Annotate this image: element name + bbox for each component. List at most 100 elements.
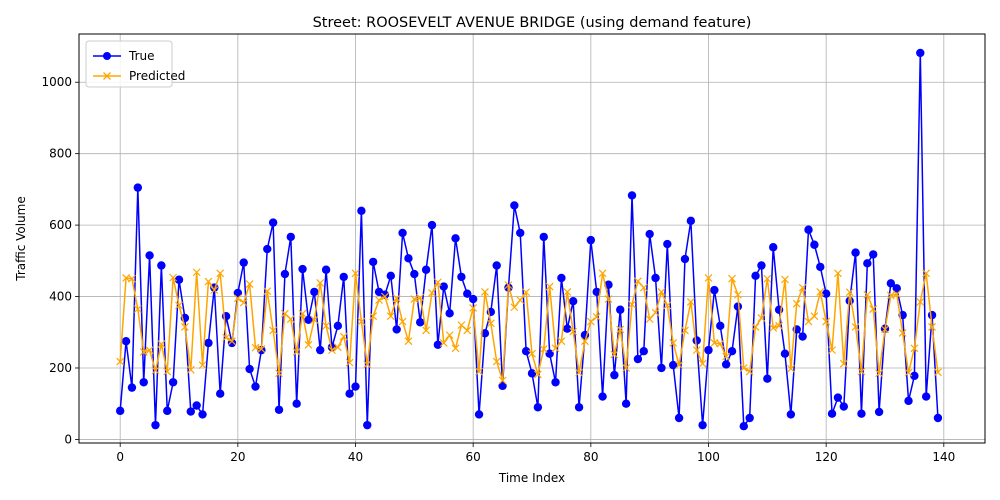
data-point-predicted <box>398 317 407 326</box>
data-point-true <box>345 389 354 398</box>
data-point-predicted <box>445 331 454 340</box>
legend-predicted-marker <box>103 72 111 80</box>
data-point-predicted <box>216 269 225 278</box>
data-point-true <box>557 273 566 283</box>
data-point-predicted <box>557 337 566 346</box>
data-point-true <box>780 349 790 358</box>
data-point-true <box>545 349 554 358</box>
data-point-predicted <box>686 297 695 306</box>
legend: True Predicted <box>85 40 185 88</box>
data-point-predicted <box>910 344 919 353</box>
x-tick-label: 120 <box>815 450 838 464</box>
data-point-true <box>851 248 860 257</box>
data-point-predicted <box>433 278 442 287</box>
data-point-predicted <box>322 321 331 330</box>
plot-frame <box>78 33 986 444</box>
data-point-true <box>227 338 237 348</box>
data-point-true <box>657 363 666 373</box>
data-point-predicted <box>704 274 713 282</box>
data-point-predicted <box>163 367 172 376</box>
data-point-predicted <box>822 317 831 326</box>
data-point-predicted <box>622 364 631 372</box>
data-point-predicted <box>892 290 901 298</box>
data-point-predicted <box>810 312 819 321</box>
x-axis-title: Time Index <box>498 471 565 485</box>
data-point-true <box>574 403 584 412</box>
data-point-predicted <box>492 357 501 366</box>
data-point-true <box>521 346 531 356</box>
data-point-predicted <box>292 347 301 356</box>
data-point-true <box>416 318 425 327</box>
data-point-true <box>904 396 913 406</box>
data-point-predicted <box>657 287 666 296</box>
data-point-predicted <box>451 344 460 353</box>
data-point-predicted <box>522 288 531 297</box>
data-point-predicted <box>698 359 707 368</box>
data-point-true <box>686 216 696 226</box>
data-point-predicted <box>833 269 842 278</box>
data-point-predicted <box>751 322 760 331</box>
data-point-true <box>563 324 572 333</box>
data-point-true <box>368 257 378 267</box>
data-point-true <box>716 321 725 331</box>
data-point-true <box>204 338 213 348</box>
data-point-predicted <box>263 287 272 296</box>
data-point-true <box>457 272 466 282</box>
data-point-predicted <box>745 367 754 376</box>
data-point-predicted <box>845 288 854 297</box>
data-point-true <box>651 273 660 283</box>
data-point-true <box>280 269 290 279</box>
data-point-predicted <box>610 350 619 359</box>
data-point-true <box>492 261 501 270</box>
data-point-predicted <box>716 339 725 348</box>
data-point-predicted <box>604 295 613 303</box>
data-point-predicted <box>180 322 189 331</box>
data-point-true <box>810 240 819 249</box>
data-point-true <box>239 258 248 267</box>
data-point-true <box>804 225 813 234</box>
data-point-true <box>839 402 849 411</box>
data-point-true <box>439 282 448 291</box>
data-point-predicted <box>722 352 731 361</box>
data-point-true <box>645 229 654 239</box>
data-point-true <box>933 413 943 423</box>
data-point-predicted <box>275 369 283 378</box>
data-point-true <box>133 183 143 192</box>
data-point-true <box>627 191 637 200</box>
data-point-true <box>786 410 796 419</box>
data-point-true <box>386 271 396 281</box>
data-point-predicted <box>222 333 231 342</box>
data-point-true <box>168 378 178 387</box>
data-point-predicted <box>328 346 336 355</box>
data-point-true <box>733 302 743 311</box>
data-point-predicted <box>928 322 936 331</box>
data-point-true <box>827 409 837 418</box>
data-point-predicted <box>486 319 495 328</box>
data-point-predicted <box>692 346 701 355</box>
data-point-true <box>751 271 760 281</box>
data-point-true <box>363 420 372 430</box>
data-point-predicted <box>645 315 654 323</box>
y-tick-label: 600 <box>49 218 72 232</box>
data-point-predicted <box>339 332 348 341</box>
data-point-predicted <box>528 349 536 358</box>
data-point-predicted <box>592 312 601 321</box>
data-point-predicted <box>857 367 866 376</box>
data-point-true <box>680 254 690 264</box>
data-point-true <box>539 232 548 242</box>
data-point-predicted <box>469 304 478 312</box>
y-tick-label: 1000 <box>41 75 72 89</box>
legend-true-label: True <box>128 49 155 63</box>
data-point-true <box>251 382 260 391</box>
data-point-predicted <box>210 286 219 295</box>
data-point-true <box>398 228 407 238</box>
data-point-predicted <box>598 269 607 278</box>
data-point-true <box>910 371 919 381</box>
data-point-predicted <box>533 370 542 379</box>
data-point-true <box>863 259 872 268</box>
data-point-predicted <box>816 287 825 296</box>
data-point-true <box>886 279 896 288</box>
data-point-true <box>316 345 325 355</box>
data-point-true <box>357 206 366 216</box>
data-point-true <box>139 378 148 387</box>
